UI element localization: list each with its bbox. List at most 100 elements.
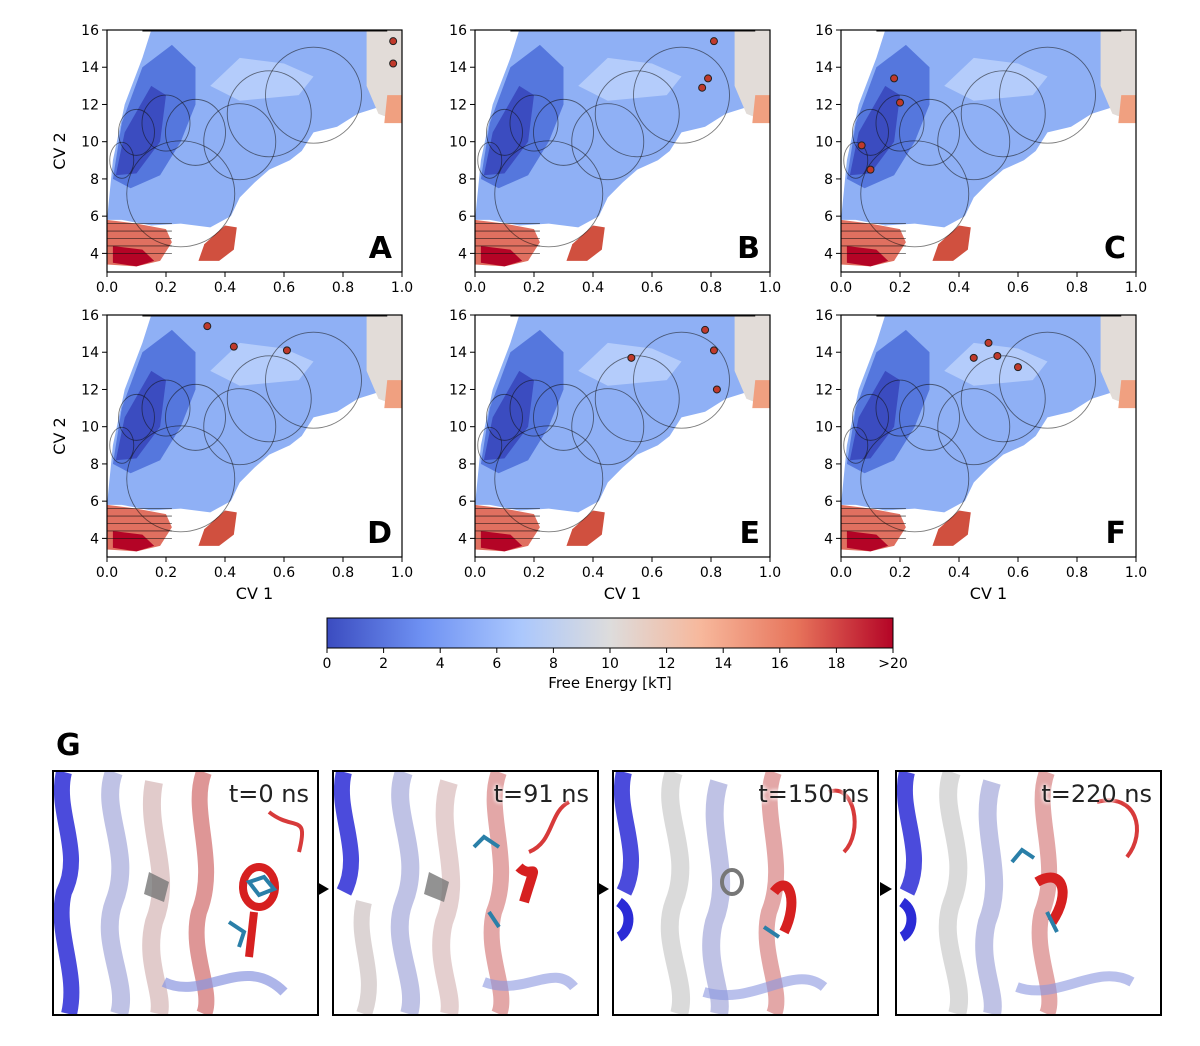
free-energy-panel-b: 0.0 0.2 0.4 0.6 0.8 1.0 4 6 8 10 12 14 16 B [449,23,781,296]
contour-line [937,103,1011,181]
snapshot-time-label: t=91 ns [493,780,589,808]
contour-line [226,70,312,158]
contour-line [875,94,925,152]
x-tick-label: 0.2 [889,565,911,581]
x-tick-label: 0.4 [582,565,604,581]
panel-letter: A [369,231,393,266]
y-tick-label: 14 [449,60,467,76]
x-tick-label: 0.8 [700,565,722,581]
colorbar-tick-label: >20 [878,656,908,672]
x-tick-label: 0.6 [273,280,295,296]
contour-line [141,94,191,152]
x-tick-label: 0.4 [582,280,604,296]
sample-point [203,322,212,331]
sample-point [993,351,1002,360]
y-tick-label: 14 [815,345,833,361]
snapshot-time-label: t=0 ns [228,780,309,808]
colorbar-tick-label: 4 [436,656,445,672]
contour-line [594,355,680,443]
sample-point [984,338,993,347]
free-energy-panel-e: 0.0 0.2 0.4 0.6 0.8 1.0 4 6 8 10 12 14 16 CV 1 E [449,308,781,603]
landscape-high-energy [566,510,605,546]
contour-line [533,98,594,166]
y-tick-label: 14 [449,345,467,361]
plot-frame [474,29,771,273]
landscape-high-energy [198,225,237,261]
x-tick-label: 0.8 [332,565,354,581]
landscape-max-energy [480,245,523,267]
sample-point [709,37,718,46]
y-tick-label: 6 [824,494,833,510]
free-energy-panel-a: 0.0 0.2 0.4 0.6 0.8 1.0 4 6 8 10 12 14 16 CV 2 A [50,23,413,296]
contour-line [899,383,960,451]
y-tick-label: 16 [81,308,99,324]
y-tick-label: 10 [81,135,99,151]
colorbar-tick-label: 8 [549,656,558,672]
colorbar-tick-label: 0 [323,656,332,672]
panel-g: G t=0 ns [0,720,1200,1046]
protein-render-3 [614,772,857,1014]
protein-render-2 [334,772,578,1014]
snapshot-2: t=91 ns [332,770,599,1016]
y-tick-label: 8 [824,457,833,473]
y-tick-label: 6 [90,494,99,510]
contour-line [109,141,135,179]
landscape-ridge-high [1118,380,1136,409]
landscape-max-energy [112,530,155,552]
x-tick-label: 0.0 [96,565,118,581]
contour-line [486,393,523,441]
y-tick-label: 8 [90,457,99,473]
y-tick-label: 6 [458,494,467,510]
contour-line [852,108,889,156]
landscape-plateau [944,342,1048,386]
colorbar-tick-label: 18 [827,656,845,672]
contour-line [477,426,503,464]
x-tick-label: 0.4 [948,280,970,296]
y-tick-label: 12 [449,97,467,113]
panel-letter: D [367,516,392,551]
contour-line [203,103,277,181]
contour-line [265,46,362,144]
x-tick-label: 0.8 [1066,565,1088,581]
x-tick-label: 1.0 [1125,280,1147,296]
contour-line [126,425,236,533]
y-tick-label: 6 [824,209,833,225]
y-tick-label: 10 [815,135,833,151]
x-axis-label: CV 1 [236,584,273,603]
sample-point [701,325,710,334]
contour-line [118,108,155,156]
free-energy-figure: 0.0 0.2 0.4 0.6 0.8 1.0 4 6 8 10 12 14 16 CV 2 A 0.0 0.2… [50,23,1147,692]
y-axis-label: CV 2 [50,417,69,454]
landscape-high-energy [932,510,971,546]
landscape-plateau [578,342,682,386]
snapshot-time-label: t=220 ns [1041,780,1152,808]
contour-line [860,140,970,248]
y-tick-label: 4 [458,246,467,262]
free-energy-panel-f: 0.0 0.2 0.4 0.6 0.8 1.0 4 6 8 10 12 14 16 CV 1 F [815,308,1147,603]
sample-point [389,59,398,68]
contour-line [875,379,925,437]
contour-line [126,140,236,248]
plot-frame [106,29,403,273]
contour-line [999,46,1096,144]
panel-letter: C [1104,231,1126,266]
y-tick-label: 16 [815,23,833,39]
x-tick-label: 1.0 [759,565,781,581]
y-tick-label: 10 [449,420,467,436]
y-tick-label: 4 [824,246,833,262]
landscape-plateau [944,57,1048,101]
landscape-ridge-high [384,95,402,124]
y-tick-label: 16 [815,308,833,324]
landscape-max-energy [480,530,523,552]
colorbar-gradient [326,617,894,649]
contour-line [633,46,730,144]
sample-point [704,74,713,83]
contour-line [494,425,604,533]
x-tick-label: 0.8 [332,280,354,296]
colorbar-tick-label: 6 [492,656,501,672]
x-tick-label: 0.0 [96,280,118,296]
sample-point [896,98,904,107]
contour-line [960,70,1046,158]
colorbar-tick-label: 10 [601,656,619,672]
snapshot-1: t=0 ns [52,770,319,1016]
